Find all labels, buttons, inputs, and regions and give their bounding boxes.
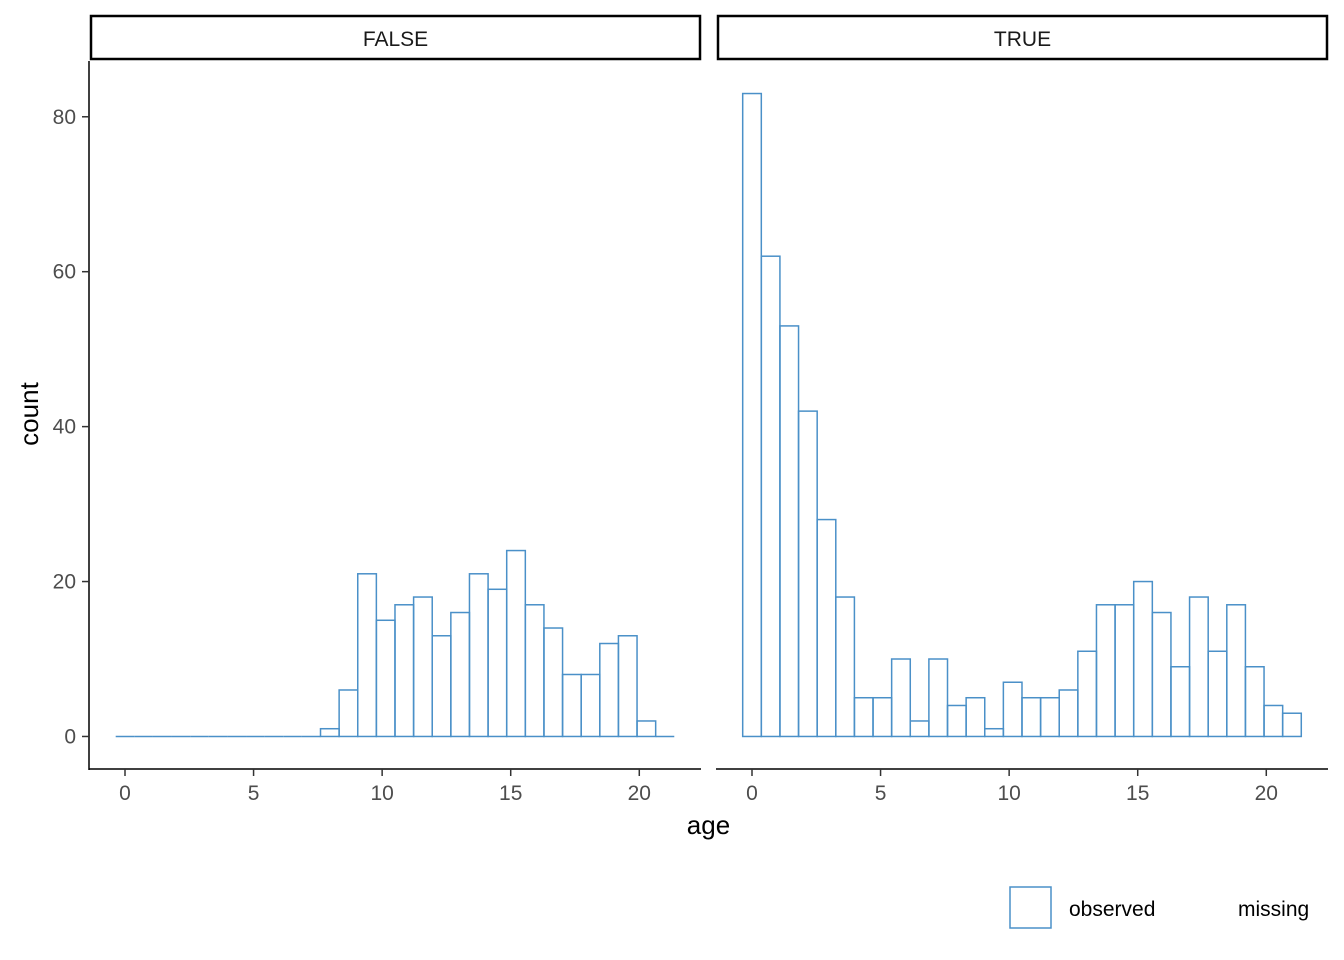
y-tick-label: 20 bbox=[53, 571, 76, 594]
histogram-bar bbox=[1207, 650, 1228, 738]
panel-true-x-axis-ticks: 0 5 10 15 20 bbox=[746, 769, 1278, 805]
panel-false-x-axis-ticks: 0 5 10 15 20 bbox=[119, 769, 651, 805]
histogram-bar bbox=[487, 588, 508, 738]
x-tick-label: 5 bbox=[248, 782, 260, 805]
histogram-bar bbox=[909, 720, 930, 738]
histogram-bar bbox=[636, 720, 657, 738]
histogram-bar bbox=[816, 518, 837, 738]
histogram-bar bbox=[1002, 681, 1023, 738]
facet-strip-true-label: TRUE bbox=[994, 28, 1051, 51]
histogram-bar bbox=[741, 92, 763, 738]
histogram-bar bbox=[872, 696, 893, 738]
histogram-bar bbox=[1114, 604, 1135, 738]
legend-label-missing: missing bbox=[1238, 898, 1309, 921]
histogram-bar bbox=[797, 410, 818, 738]
x-tick-label: 10 bbox=[370, 782, 393, 805]
histogram-bar bbox=[928, 658, 949, 738]
histogram-bar bbox=[1226, 604, 1247, 738]
histogram-bar bbox=[1132, 580, 1154, 738]
y-tick-label: 80 bbox=[53, 106, 76, 129]
histogram-bar bbox=[1188, 596, 1209, 738]
facet-strip-false-label: FALSE bbox=[363, 28, 428, 51]
histogram-bar bbox=[1170, 666, 1191, 738]
histogram-bar bbox=[505, 549, 527, 738]
histogram-bar bbox=[835, 596, 856, 738]
histogram-bar bbox=[450, 611, 471, 738]
histogram-bar bbox=[319, 727, 340, 738]
histogram-bar bbox=[394, 604, 415, 738]
histogram-bar bbox=[1039, 696, 1060, 738]
x-tick-label: 15 bbox=[499, 782, 522, 805]
histogram-bar bbox=[1077, 650, 1098, 738]
panel-false-bars bbox=[115, 549, 675, 738]
histogram-bar bbox=[561, 673, 582, 738]
histogram-bar bbox=[543, 627, 564, 738]
histogram-bar bbox=[338, 689, 359, 738]
legend-key-observed bbox=[1009, 886, 1052, 929]
x-axis-title: age bbox=[687, 810, 730, 840]
facet-strip-true-box bbox=[716, 14, 1329, 61]
y-axis-ticks: 0 20 40 60 80 bbox=[53, 106, 89, 748]
panel-false-axes bbox=[88, 61, 701, 770]
panel-true-bars bbox=[741, 92, 1303, 738]
x-tick-label: 10 bbox=[997, 782, 1020, 805]
facet-strip-false-box bbox=[89, 14, 702, 61]
histogram-bar bbox=[1281, 712, 1303, 738]
histogram-bar bbox=[779, 325, 800, 738]
histogram-bar bbox=[431, 635, 452, 738]
y-tick-label: 40 bbox=[53, 416, 76, 439]
histogram-bar bbox=[375, 619, 396, 738]
x-tick-label: 0 bbox=[746, 782, 758, 805]
x-tick-label: 15 bbox=[1126, 782, 1149, 805]
histogram-bar bbox=[853, 696, 874, 738]
y-tick-label: 60 bbox=[53, 261, 76, 284]
facet-strip-false: FALSE bbox=[89, 14, 702, 61]
legend: observed missing bbox=[1009, 886, 1309, 929]
legend-label-observed: observed bbox=[1069, 898, 1155, 921]
x-tick-label: 0 bbox=[119, 782, 131, 805]
histogram-bar bbox=[965, 696, 986, 738]
histogram-bar bbox=[1244, 666, 1265, 738]
x-tick-label: 20 bbox=[628, 782, 651, 805]
histogram-bar bbox=[580, 673, 601, 738]
y-axis-title: count bbox=[14, 381, 44, 445]
histogram-bar bbox=[1263, 704, 1284, 738]
histogram-bar bbox=[890, 658, 912, 738]
histogram-bar bbox=[524, 604, 545, 738]
histogram-bar bbox=[356, 573, 378, 738]
histogram-bar bbox=[1095, 604, 1116, 738]
histogram-bar bbox=[412, 596, 433, 738]
facet-strip-true: TRUE bbox=[716, 14, 1329, 61]
histogram-bar bbox=[617, 635, 638, 738]
x-tick-label: 5 bbox=[875, 782, 887, 805]
histogram-bar bbox=[983, 727, 1005, 738]
histogram-bar bbox=[468, 573, 489, 738]
histogram-bar bbox=[599, 642, 620, 738]
x-tick-label: 20 bbox=[1255, 782, 1278, 805]
y-tick-label: 0 bbox=[64, 725, 76, 748]
histogram-bar bbox=[1058, 689, 1079, 738]
histogram-bar bbox=[1021, 696, 1042, 738]
histogram-bar bbox=[946, 704, 967, 738]
histogram-bar bbox=[1151, 611, 1172, 738]
histogram-bar bbox=[760, 255, 781, 738]
